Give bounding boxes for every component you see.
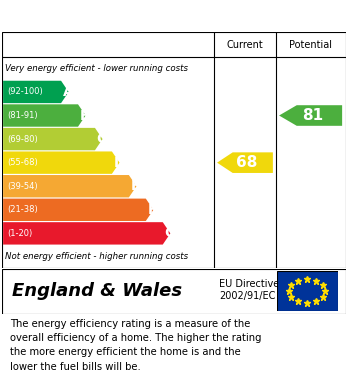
Text: F: F — [148, 203, 157, 217]
Text: (55-68): (55-68) — [7, 158, 38, 167]
Text: Very energy efficient - lower running costs: Very energy efficient - lower running co… — [5, 64, 188, 74]
Text: C: C — [97, 132, 107, 146]
Text: G: G — [165, 226, 176, 240]
Polygon shape — [3, 199, 153, 221]
Text: 81: 81 — [302, 108, 323, 123]
Polygon shape — [3, 81, 69, 103]
Polygon shape — [3, 128, 103, 150]
Text: (69-80): (69-80) — [7, 135, 38, 143]
Polygon shape — [3, 151, 119, 174]
Text: (81-91): (81-91) — [7, 111, 38, 120]
Text: Current: Current — [226, 40, 263, 50]
Text: E: E — [130, 179, 140, 193]
Text: Energy Efficiency Rating: Energy Efficiency Rating — [9, 10, 230, 25]
Text: (1-20): (1-20) — [7, 229, 32, 238]
Text: EU Directive
2002/91/EC: EU Directive 2002/91/EC — [219, 280, 279, 301]
Text: (39-54): (39-54) — [7, 182, 38, 191]
Text: (21-38): (21-38) — [7, 205, 38, 214]
Text: Potential: Potential — [290, 40, 332, 50]
Text: B: B — [80, 109, 90, 122]
Polygon shape — [217, 152, 273, 173]
Polygon shape — [3, 175, 136, 197]
FancyBboxPatch shape — [2, 269, 346, 314]
FancyBboxPatch shape — [2, 32, 346, 268]
Text: Not energy efficient - higher running costs: Not energy efficient - higher running co… — [5, 252, 188, 261]
Polygon shape — [3, 104, 86, 127]
Polygon shape — [3, 222, 171, 244]
Text: The energy efficiency rating is a measure of the
overall efficiency of a home. T: The energy efficiency rating is a measur… — [10, 319, 262, 372]
Text: D: D — [114, 156, 125, 170]
Text: (92-100): (92-100) — [7, 88, 43, 97]
Polygon shape — [279, 105, 342, 126]
Text: A: A — [63, 85, 73, 99]
FancyBboxPatch shape — [277, 271, 338, 311]
Text: 68: 68 — [236, 155, 257, 170]
Text: England & Wales: England & Wales — [12, 282, 182, 300]
